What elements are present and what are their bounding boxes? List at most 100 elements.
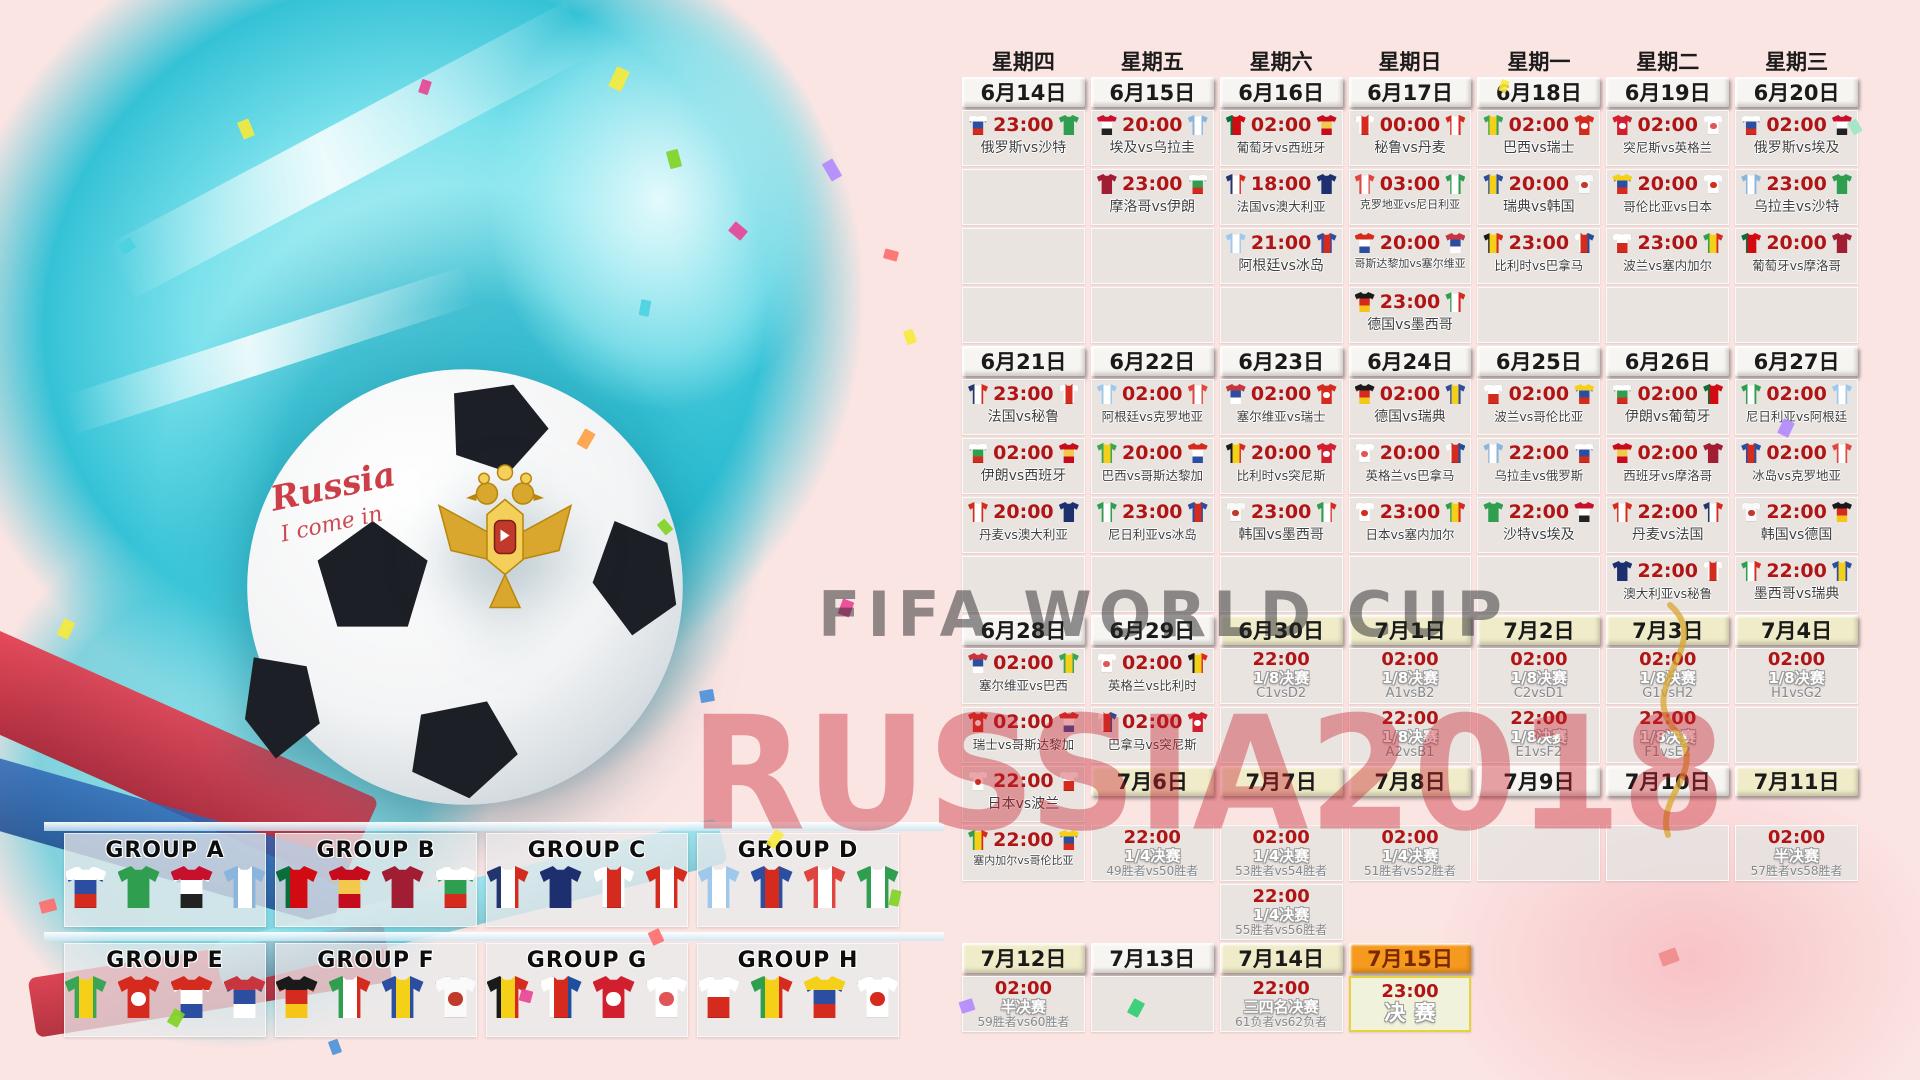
match-time: 02:00	[1766, 442, 1827, 464]
match-teams: 埃及vs乌拉圭	[1109, 140, 1196, 156]
date-button[interactable]: 6月22日	[1090, 346, 1214, 376]
jersey-mark	[131, 991, 146, 1007]
empty-slot	[1735, 943, 1858, 973]
date-slot: 7月7日	[1219, 766, 1343, 796]
date-label: 6月19日	[1624, 81, 1711, 105]
date-button[interactable]: 7月9日	[1477, 766, 1601, 796]
date-button[interactable]: 6月28日	[962, 615, 1085, 645]
date-button[interactable]: 7月4日	[1735, 615, 1858, 645]
date-button[interactable]: 6月26日	[1606, 346, 1730, 376]
match-cell: 02:00 塞尔维亚vs瑞士	[1219, 379, 1343, 435]
date-button[interactable]: 7月15日	[1348, 943, 1472, 973]
date-button[interactable]: 6月24日	[1348, 346, 1472, 376]
date-button[interactable]: 7月13日	[1090, 943, 1214, 973]
date-label: 6月26日	[1624, 350, 1711, 374]
empty-cell	[1348, 556, 1472, 612]
match-line: 18:00	[1221, 170, 1342, 195]
date-button[interactable]: 7月2日	[1477, 615, 1601, 645]
match-line: 02:00	[1350, 380, 1471, 405]
match-line: 23:00	[963, 111, 1084, 136]
jersey-mark	[1323, 391, 1330, 399]
jersey-icon	[856, 976, 899, 1018]
empty-cell	[1090, 228, 1214, 284]
date-button[interactable]: 6月27日	[1735, 346, 1858, 376]
date-button[interactable]: 6月29日	[1090, 615, 1214, 645]
match-cell: 20:00 巴西vs哥斯达黎加	[1090, 438, 1214, 494]
jersey-icon	[1612, 115, 1633, 135]
date-slot: 6月14日	[962, 77, 1085, 107]
match-line: 02:00	[963, 708, 1084, 733]
date-button[interactable]: 6月25日	[1477, 346, 1601, 376]
jersey-mark	[1618, 122, 1626, 130]
jersey-icon	[803, 976, 846, 1018]
date-button[interactable]: 6月15日	[1090, 77, 1214, 107]
date-slot: 6月27日	[1735, 346, 1858, 376]
date-label: 7月6日	[1116, 770, 1188, 794]
match-row: 02:00 半决赛 59胜者vs60胜者 22:00 三四名决赛 61负者vs62负者 23…	[962, 976, 1858, 1032]
match-teams: 法国vs澳大利亚	[1236, 199, 1326, 214]
date-slot: 6月22日	[1090, 346, 1214, 376]
match-teams: 瑞典vs韩国	[1503, 199, 1575, 215]
jersey-icon	[1831, 115, 1852, 135]
knockout-time: 02:00	[1381, 826, 1439, 848]
match-teams: 波兰vs哥伦比亚	[1494, 409, 1584, 424]
date-button[interactable]: 7月14日	[1219, 943, 1343, 973]
date-slot: 6月29日	[1090, 615, 1214, 645]
date-button[interactable]: 6月19日	[1606, 77, 1730, 107]
confetti-decoration	[902, 328, 918, 346]
date-button[interactable]: 7月6日	[1090, 766, 1214, 796]
jersey-icon	[1225, 384, 1246, 404]
jersey-icon	[434, 866, 477, 908]
knockout-time: 02:00	[1767, 649, 1826, 671]
group-box: GROUP B	[275, 833, 477, 927]
jersey-icon	[1096, 712, 1117, 732]
date-button[interactable]: 7月7日	[1219, 766, 1343, 796]
knockout-time: 02:00	[1510, 649, 1568, 671]
date-label: 7月2日	[1503, 619, 1575, 643]
jersey-icon	[1574, 233, 1595, 253]
empty-cell	[1219, 556, 1343, 612]
match-cell: 02:00 尼日利亚vs阿根廷	[1735, 379, 1858, 435]
jersey-icon	[1354, 502, 1375, 522]
jersey-icon	[968, 712, 988, 732]
date-button[interactable]: 7月12日	[962, 943, 1085, 973]
date-button[interactable]: 7月3日	[1606, 615, 1730, 645]
date-slot: 6月26日	[1606, 346, 1730, 376]
date-button[interactable]: 7月10日	[1606, 766, 1730, 796]
knockout-stage: 1/8决赛	[1381, 669, 1439, 688]
jersey-icon	[1831, 502, 1852, 522]
date-slot: 7月1日	[1348, 615, 1472, 645]
jersey-icon	[1612, 443, 1633, 463]
match-teams: 日本vs塞内加尔	[1365, 527, 1455, 542]
knockout-code: A2vsB1	[1385, 745, 1435, 761]
jersey-icon	[1741, 443, 1762, 463]
date-label: 6月17日	[1367, 81, 1453, 105]
date-button[interactable]: 6月16日	[1219, 77, 1343, 107]
match-time: 23:00	[993, 383, 1054, 405]
match-line: 02:00	[1478, 111, 1599, 136]
group-jerseys	[64, 866, 266, 908]
date-button[interactable]: 6月23日	[1219, 346, 1343, 376]
date-button[interactable]: 6月14日	[962, 77, 1085, 107]
date-button[interactable]: 6月17日	[1348, 77, 1472, 107]
date-button[interactable]: 6月21日	[962, 346, 1085, 376]
match-line: 23:00	[1092, 170, 1213, 195]
knockout-cell: 22:00 三四名决赛 61负者vs62负者	[1219, 976, 1343, 1032]
date-label: 6月18日	[1495, 81, 1582, 105]
date-label: 6月28日	[980, 619, 1067, 643]
knockout-stage: 半决赛	[1000, 997, 1046, 1016]
match-teams: 德国vs墨西哥	[1367, 317, 1453, 333]
date-button[interactable]: 6月20日	[1735, 77, 1858, 107]
date-button[interactable]: 7月11日	[1735, 766, 1858, 796]
match-line: 22:00	[1736, 498, 1857, 523]
date-button[interactable]: 7月1日	[1348, 615, 1472, 645]
date-button[interactable]: 6月30日	[1219, 615, 1343, 645]
date-label: 7月10日	[1624, 770, 1711, 794]
confetti-decoration	[699, 688, 715, 704]
knockout-code: 55胜者vs56胜者	[1235, 922, 1328, 937]
match-cell: 02:00 波兰vs哥伦比亚	[1477, 379, 1601, 435]
date-button[interactable]: 7月8日	[1348, 766, 1472, 796]
jersey-icon	[1612, 384, 1633, 404]
date-button[interactable]: 6月18日	[1477, 77, 1601, 107]
match-cell: 02:00 德国vs瑞典	[1348, 379, 1472, 435]
